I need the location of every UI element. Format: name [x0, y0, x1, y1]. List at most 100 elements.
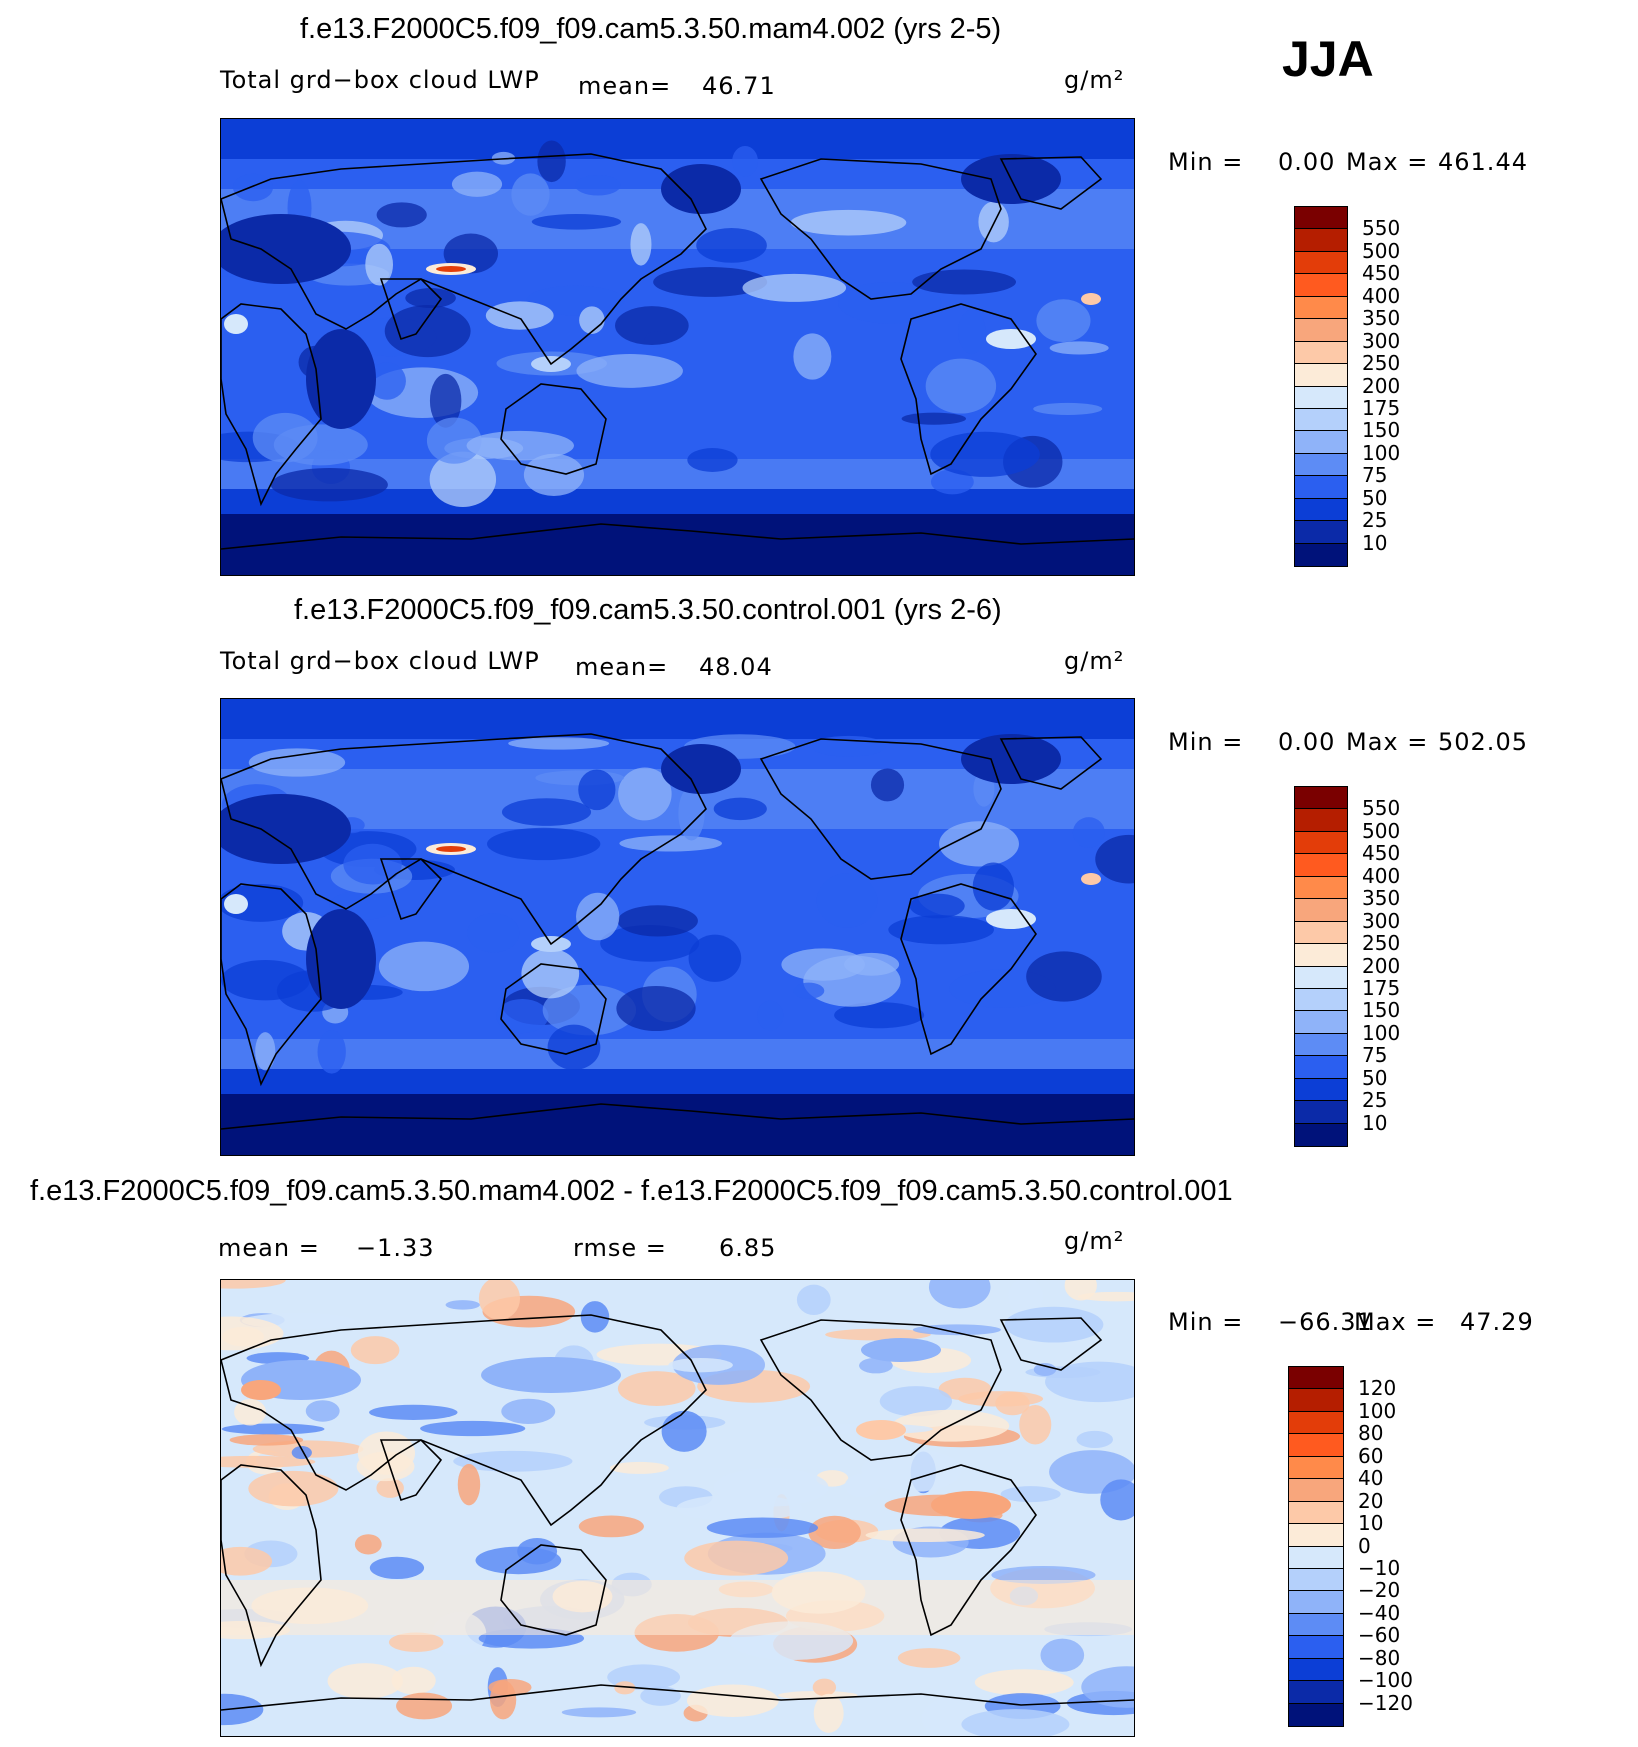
coastlines: [221, 733, 1134, 1130]
colorbar-swatch: [1295, 831, 1347, 855]
colorbar-label: 100: [1362, 440, 1401, 465]
colorbar-swatch: [1295, 1011, 1347, 1034]
coastline: [221, 1103, 1134, 1130]
colorbar-swatch: [1295, 1101, 1347, 1124]
colorbar-label: −20: [1358, 1578, 1401, 1603]
colorbar-swatch: [1295, 408, 1347, 432]
colorbar-label: 550: [1362, 796, 1401, 821]
colorbar-swatch: [1295, 453, 1347, 477]
colorbar-swatch: [1289, 1367, 1343, 1390]
map-field: [221, 1280, 1134, 1736]
colorbar-label: −40: [1358, 1600, 1401, 1625]
map-field: [221, 699, 1134, 1155]
colorbar-label: −100: [1358, 1668, 1413, 1693]
colorbar-swatch: [1295, 809, 1347, 832]
panel-2-mean-label: mean=: [575, 653, 669, 681]
colorbar-label: 200: [1362, 373, 1401, 398]
colorbar-label: 300: [1362, 328, 1401, 353]
colorbar-swatch: [1289, 1546, 1343, 1569]
panel-1-units: g/m²: [1064, 66, 1125, 94]
panel-3-max-value: 47.29: [1460, 1308, 1534, 1336]
colorbar-swatch: [1289, 1411, 1343, 1435]
coastline: [221, 1314, 707, 1527]
coastline: [221, 1464, 322, 1668]
coastline: [759, 738, 1002, 880]
colorbar-label: 500: [1362, 818, 1401, 843]
colorbar-swatch: [1295, 296, 1347, 320]
colorbar-label: 50: [1362, 1065, 1388, 1090]
panel-1-min-value: 0.00: [1278, 148, 1336, 176]
colorbar-swatch: [1295, 476, 1347, 499]
colorbar-label: 400: [1362, 863, 1401, 888]
colorbar-label: 100: [1358, 1398, 1397, 1423]
colorbar-label: 450: [1362, 841, 1401, 866]
panel-1-variable: Total grd−box cloud LWP: [220, 66, 540, 94]
colorbar-swatch: [1295, 498, 1347, 522]
colorbar-label: 80: [1358, 1421, 1384, 1446]
panel-2-variable: Total grd−box cloud LWP: [220, 647, 540, 675]
colorbar-swatch: [1289, 1703, 1343, 1726]
coastlines: [221, 1314, 1134, 1711]
colorbar-swatch: [1295, 364, 1347, 387]
coastline: [221, 523, 1134, 550]
coastline: [221, 733, 707, 946]
coastline: [900, 1464, 1037, 1637]
panel-2-colorbar: [1294, 786, 1348, 1147]
colorbar-label: 450: [1362, 261, 1401, 286]
colorbar-label: 300: [1362, 908, 1401, 933]
panel-3-map-svg: [221, 1280, 1134, 1736]
colorbar-swatch: [1295, 1123, 1347, 1146]
coastline: [900, 303, 1037, 476]
coastline: [379, 1439, 443, 1502]
panel-3-rmse-value: 6.85: [719, 1234, 777, 1262]
colorbar-label: 75: [1362, 463, 1388, 488]
panel-1-title: f.e13.F2000C5.f09_f09.cam5.3.50.mam4.002…: [300, 13, 1002, 45]
colorbar-label: 350: [1362, 306, 1401, 331]
colorbar-swatch: [1295, 944, 1347, 967]
panel-1-mean-label: mean=: [578, 72, 672, 100]
colorbar-swatch: [1295, 854, 1347, 877]
coastline: [221, 303, 322, 507]
colorbar-label: 175: [1362, 395, 1401, 420]
colorbar-label: 10: [1362, 1110, 1388, 1135]
coastline: [221, 883, 322, 1087]
coastlines: [221, 153, 1134, 550]
panel-1-map: [220, 118, 1135, 576]
season-label: JJA: [1282, 31, 1374, 87]
colorbar-label: 150: [1362, 998, 1401, 1023]
colorbar-swatch: [1295, 521, 1347, 544]
colorbar-swatch: [1289, 1591, 1343, 1614]
colorbar-swatch: [1289, 1389, 1343, 1412]
colorbar-swatch: [1289, 1658, 1343, 1682]
colorbar-label: 50: [1362, 485, 1388, 510]
colorbar-label: −120: [1358, 1690, 1413, 1715]
colorbar-label: 500: [1362, 238, 1401, 263]
coastline: [999, 1317, 1103, 1371]
colorbar-swatch: [1295, 921, 1347, 945]
colorbar-label: 400: [1362, 283, 1401, 308]
panel-3-max-label: Max =: [1354, 1308, 1437, 1336]
colorbar-swatch: [1295, 1078, 1347, 1102]
colorbar-swatch: [1295, 386, 1347, 409]
panel-1-max-label: Max =: [1346, 148, 1429, 176]
map-field: [221, 119, 1134, 575]
colorbar-swatch: [1289, 1501, 1343, 1525]
colorbar-label: 175: [1362, 975, 1401, 1000]
colorbar-label: 100: [1362, 1020, 1401, 1045]
coastline: [999, 736, 1103, 790]
colorbar-swatch: [1295, 319, 1347, 342]
colorbar-swatch: [1295, 341, 1347, 365]
colorbar-swatch: [1295, 431, 1347, 454]
panel-3-title: f.e13.F2000C5.f09_f09.cam5.3.50.mam4.002…: [30, 1175, 1233, 1207]
colorbar-label: 0: [1358, 1533, 1371, 1558]
coastline: [221, 1684, 1134, 1711]
colorbar-label: 250: [1362, 931, 1401, 956]
panel-1-max-value: 461.44: [1438, 148, 1528, 176]
colorbar-label: 75: [1362, 1043, 1388, 1068]
colorbar-swatch: [1295, 988, 1347, 1012]
panel-1-colorbar: [1294, 206, 1348, 567]
coastline: [500, 1544, 607, 1636]
panel-2-units: g/m²: [1064, 647, 1125, 675]
colorbar-swatch: [1295, 899, 1347, 922]
colorbar-label: −10: [1358, 1555, 1401, 1580]
